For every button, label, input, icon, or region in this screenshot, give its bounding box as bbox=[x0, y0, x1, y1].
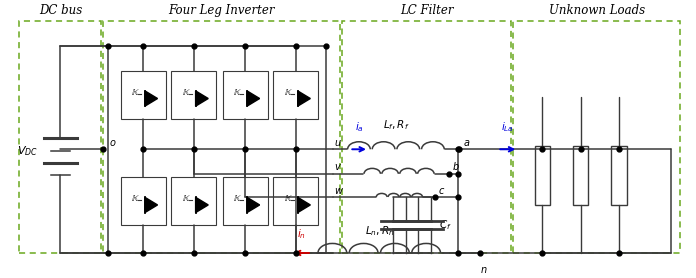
Text: $w$: $w$ bbox=[334, 186, 344, 196]
Text: $i_n$: $i_n$ bbox=[297, 227, 306, 241]
Text: $v$: $v$ bbox=[334, 162, 342, 172]
Text: $o$: $o$ bbox=[109, 138, 116, 148]
Polygon shape bbox=[196, 197, 208, 213]
Bar bbox=[611, 146, 626, 205]
Bar bbox=[120, 177, 166, 225]
Polygon shape bbox=[145, 197, 157, 213]
Bar bbox=[342, 21, 512, 253]
Bar bbox=[120, 71, 166, 119]
Text: $L_n, R_n$: $L_n, R_n$ bbox=[365, 224, 394, 238]
Bar bbox=[223, 177, 268, 225]
Polygon shape bbox=[247, 197, 260, 213]
Text: $b$: $b$ bbox=[452, 160, 460, 172]
Text: $a$: $a$ bbox=[463, 138, 470, 148]
Bar bbox=[171, 71, 216, 119]
Bar bbox=[535, 146, 550, 205]
Text: $c$: $c$ bbox=[438, 186, 445, 196]
Polygon shape bbox=[298, 91, 310, 106]
Bar bbox=[573, 146, 588, 205]
Bar bbox=[274, 177, 319, 225]
Text: $i_a$: $i_a$ bbox=[355, 120, 363, 134]
Bar bbox=[104, 21, 340, 253]
Text: LC Filter: LC Filter bbox=[400, 4, 453, 17]
Polygon shape bbox=[145, 91, 157, 106]
Bar bbox=[514, 21, 680, 253]
Text: $C_f$: $C_f$ bbox=[439, 218, 452, 232]
Bar bbox=[19, 21, 102, 253]
Text: Four Leg Inverter: Four Leg Inverter bbox=[168, 4, 275, 17]
Polygon shape bbox=[298, 197, 310, 213]
Text: DC bus: DC bus bbox=[39, 4, 82, 17]
Text: $\mathbb{K}$: $\mathbb{K}$ bbox=[131, 193, 140, 203]
Bar bbox=[223, 71, 268, 119]
Text: $\mathbb{K}$: $\mathbb{K}$ bbox=[233, 193, 242, 203]
Text: $\mathbb{K}$: $\mathbb{K}$ bbox=[182, 87, 191, 97]
Polygon shape bbox=[196, 91, 208, 106]
Text: $u$: $u$ bbox=[334, 138, 342, 148]
Text: Unknown Loads: Unknown Loads bbox=[548, 4, 644, 17]
Text: $\mathbb{K}$: $\mathbb{K}$ bbox=[131, 87, 140, 97]
Text: $i_{La}$: $i_{La}$ bbox=[501, 120, 514, 134]
Polygon shape bbox=[247, 91, 260, 106]
Text: $V_{DC}$: $V_{DC}$ bbox=[17, 145, 38, 158]
Text: $\mathbb{K}$: $\mathbb{K}$ bbox=[284, 87, 292, 97]
Text: $\mathbb{K}$: $\mathbb{K}$ bbox=[233, 87, 242, 97]
Bar bbox=[171, 177, 216, 225]
Text: $\mathbb{K}$: $\mathbb{K}$ bbox=[284, 193, 292, 203]
Text: $L_f, R_f$: $L_f, R_f$ bbox=[383, 118, 409, 131]
Text: $\mathbb{K}$: $\mathbb{K}$ bbox=[182, 193, 191, 203]
Text: $n$: $n$ bbox=[480, 265, 487, 275]
Bar bbox=[274, 71, 319, 119]
